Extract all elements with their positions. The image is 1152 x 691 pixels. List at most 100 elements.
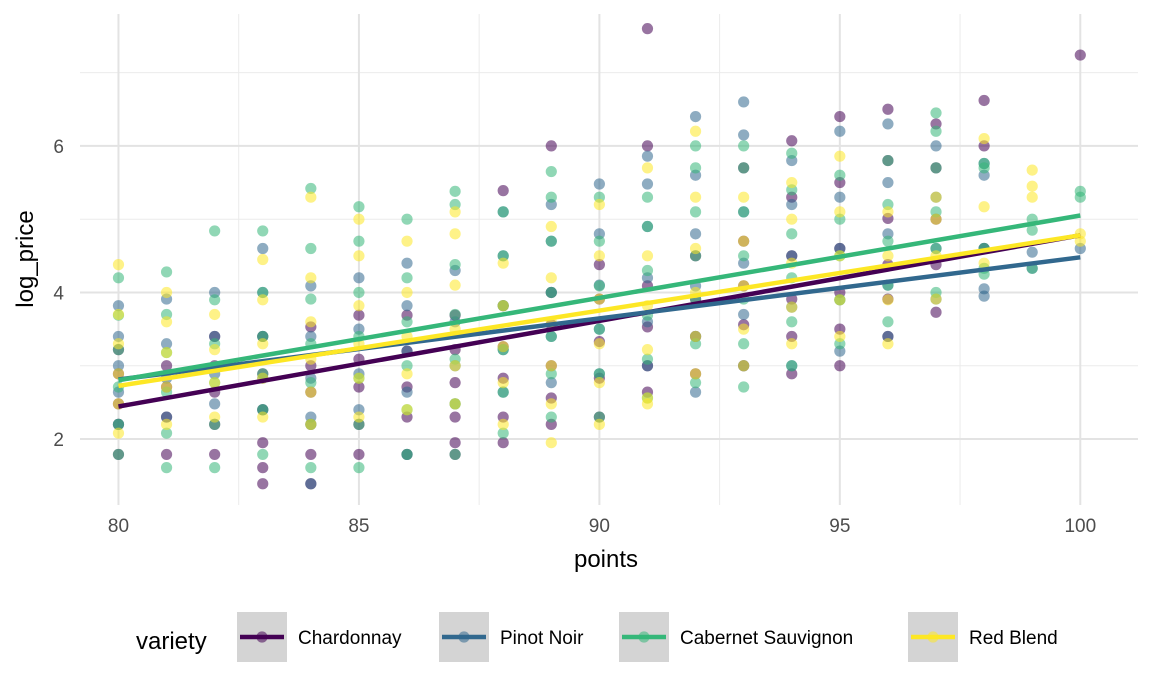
data-point — [353, 286, 365, 299]
x-tick-label: 90 — [589, 516, 610, 537]
data-point — [160, 418, 173, 430]
data-point — [882, 294, 894, 306]
x-tick-label: 95 — [829, 516, 850, 537]
data-point — [353, 250, 365, 262]
data-point — [641, 23, 654, 35]
data-point — [689, 377, 702, 389]
x-tick-label: 100 — [1064, 516, 1096, 537]
data-point — [882, 338, 894, 350]
data-point — [738, 250, 750, 262]
data-point — [257, 253, 269, 266]
data-point — [209, 225, 221, 237]
data-point — [593, 198, 605, 211]
data-point — [545, 377, 557, 389]
y-tick-label: 2 — [53, 430, 64, 451]
data-point — [930, 191, 942, 203]
data-point — [738, 308, 750, 321]
data-point — [545, 360, 557, 372]
legend-label: Red Blend — [969, 628, 1058, 649]
data-point — [786, 135, 798, 147]
data-point — [834, 150, 846, 162]
data-point — [978, 157, 990, 170]
data-point — [497, 300, 509, 312]
data-point — [160, 427, 173, 439]
legend: variety Chardonnay Pinot Noir Cabernet Sau… — [136, 612, 1058, 662]
data-point — [689, 206, 702, 218]
data-point — [305, 272, 317, 284]
data-point — [497, 341, 509, 353]
data-point — [930, 213, 942, 225]
data-point — [449, 398, 461, 410]
data-point — [1026, 164, 1038, 176]
data-point — [545, 165, 557, 178]
data-point — [449, 228, 461, 240]
data-point — [1026, 246, 1038, 258]
data-point — [786, 176, 798, 189]
data-point — [353, 201, 365, 213]
data-point — [738, 206, 750, 218]
data-point — [449, 185, 461, 197]
data-point — [305, 386, 317, 398]
legend-title: variety — [136, 628, 207, 655]
data-point — [160, 448, 173, 461]
data-point — [209, 308, 221, 321]
data-point — [449, 448, 461, 461]
data-point — [593, 235, 605, 247]
data-point — [930, 162, 942, 174]
fit-line — [118, 233, 1081, 389]
data-point — [641, 250, 654, 262]
data-point — [497, 257, 509, 269]
data-point — [160, 346, 173, 359]
data-point — [497, 427, 509, 439]
series-points — [112, 125, 1086, 449]
data-point — [401, 272, 413, 284]
data-point — [834, 110, 846, 123]
legend-item: Chardonnay — [237, 612, 402, 662]
data-point — [641, 264, 654, 277]
data-point — [257, 338, 269, 350]
y-axis-title: log_price — [12, 210, 39, 307]
data-point — [641, 353, 654, 365]
data-point — [112, 308, 125, 321]
data-point — [834, 360, 846, 372]
data-point — [738, 140, 750, 152]
data-point — [353, 309, 365, 321]
data-point — [882, 103, 894, 115]
data-point — [882, 176, 894, 189]
legend-item: Pinot Noir — [439, 612, 584, 662]
legend-item: Cabernet Sauvignon — [619, 612, 853, 662]
data-point — [978, 257, 990, 269]
data-point — [834, 125, 846, 137]
data-point — [401, 300, 413, 312]
data-point — [545, 330, 557, 343]
data-point — [593, 368, 605, 380]
data-point — [209, 462, 221, 474]
data-point — [978, 201, 990, 213]
data-point — [353, 372, 365, 384]
data-point — [689, 125, 702, 137]
data-point — [786, 368, 798, 380]
data-point — [545, 398, 557, 410]
x-tick-label: 85 — [348, 516, 369, 537]
data-point — [593, 338, 605, 350]
data-point — [401, 257, 413, 269]
data-point — [689, 242, 702, 255]
data-point — [978, 132, 990, 145]
data-point — [545, 191, 557, 203]
data-point — [401, 368, 413, 380]
data-point — [497, 437, 509, 449]
data-point — [930, 293, 942, 305]
data-point — [545, 220, 557, 233]
data-point — [593, 259, 605, 271]
fit-line — [118, 213, 1081, 383]
data-point — [160, 381, 173, 393]
data-point — [1026, 180, 1038, 192]
data-point — [786, 316, 798, 328]
data-point — [209, 344, 221, 356]
data-point — [930, 125, 942, 137]
data-point — [305, 316, 317, 328]
data-point — [305, 448, 317, 461]
data-point — [353, 462, 365, 474]
y-tick-label: 4 — [53, 283, 64, 304]
